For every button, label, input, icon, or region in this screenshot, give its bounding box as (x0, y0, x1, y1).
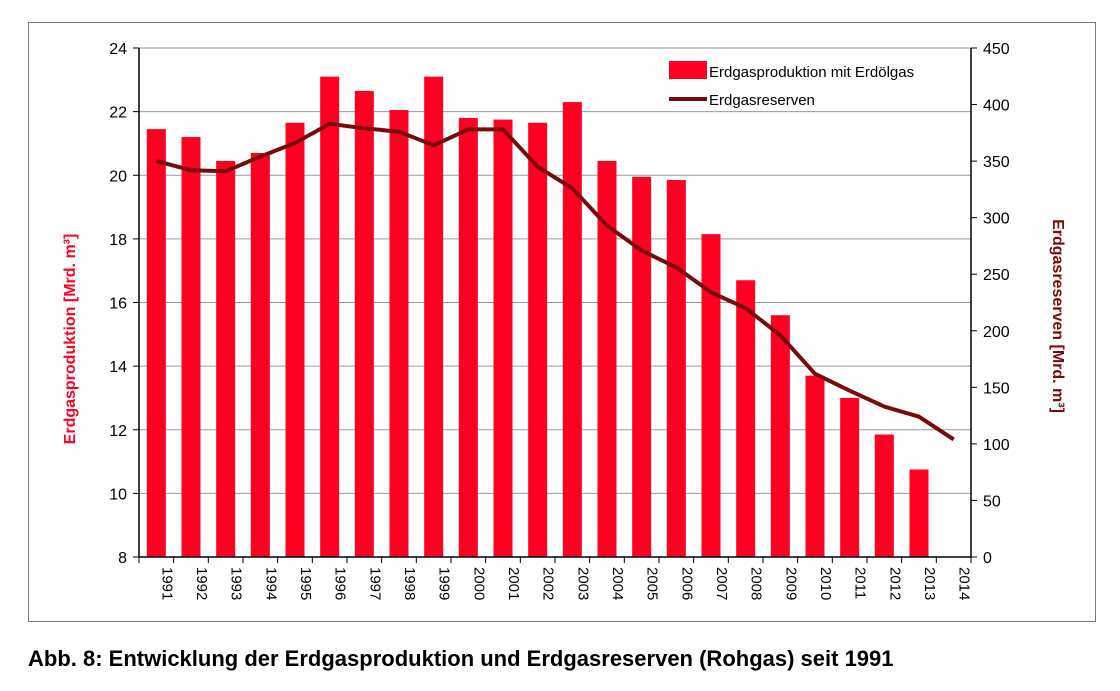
right-tick-label: 400 (983, 98, 1010, 115)
bar (320, 76, 340, 557)
right-tick-label: 450 (983, 41, 1010, 58)
x-tick-label: 1993 (228, 567, 245, 600)
x-tick-label: 2013 (921, 567, 938, 600)
x-tick-label: 2001 (505, 567, 522, 600)
right-tick-label: 250 (983, 267, 1010, 284)
chart-frame: 8 10 12 14 16 18 20 22 24 0 50 100 150 200 250 300 350 4… (28, 22, 1096, 622)
line-series (155, 121, 955, 442)
x-tick-label: 2007 (713, 567, 730, 600)
bar-series (146, 76, 929, 558)
right-tick-label: 150 (983, 380, 1010, 397)
left-tick-label: 8 (118, 550, 127, 567)
bar (805, 375, 825, 557)
bar (354, 90, 374, 558)
right-tick-label: 50 (983, 493, 1001, 510)
left-tick-label: 10 (109, 486, 127, 503)
reserves-line (155, 121, 955, 442)
bar (701, 234, 721, 557)
bar (250, 152, 270, 557)
bar (770, 315, 790, 557)
left-tick-label: 18 (109, 232, 127, 249)
x-tick-label: 1992 (193, 567, 210, 600)
right-axis-ticks: 0 50 100 150 200 250 300 350 400 450 (971, 41, 1010, 567)
left-tick-label: 14 (109, 359, 127, 376)
x-tick-label: 2012 (886, 567, 903, 600)
x-tick-label: 1995 (297, 567, 314, 600)
bar (562, 102, 582, 558)
x-tick-label: 1999 (436, 567, 453, 600)
y2-axis-label: Erdgasreserven [Mrd. m³] (1049, 219, 1066, 413)
x-tick-label: 2002 (540, 567, 557, 600)
bar (458, 117, 478, 558)
legend-label-bars: Erdgasproduktion mit Erdölgas (709, 64, 914, 81)
left-tick-label: 22 (109, 105, 127, 122)
right-tick-label: 100 (983, 437, 1010, 454)
right-tick-label: 200 (983, 324, 1010, 341)
x-tick-label: 2014 (956, 567, 973, 600)
x-tick-label: 1998 (401, 567, 418, 600)
bar (493, 119, 513, 557)
bar (146, 129, 166, 557)
y-axis-label: Erdgasproduktion [Mrd. m³] (62, 234, 79, 445)
bar (285, 122, 305, 558)
bar (632, 176, 652, 557)
bar (181, 137, 201, 557)
x-tick-label: 1991 (158, 567, 175, 600)
right-tick-label: 300 (983, 211, 1010, 228)
legend-swatch-bars (669, 61, 707, 79)
x-axis-ticks: 1991 1992 1993 1994 1995 1996 1997 1998 1999 2000… (138, 557, 973, 600)
x-tick-label: 2008 (748, 567, 765, 600)
legend: Erdgasproduktion mit Erdölgas Erdgasrese… (669, 61, 914, 109)
chart: 8 10 12 14 16 18 20 22 24 0 50 100 150 200 250 300 350 4… (62, 41, 1066, 600)
bar (736, 280, 756, 557)
bar (840, 397, 860, 557)
bar (909, 469, 929, 557)
left-tick-label: 16 (109, 296, 127, 313)
x-tick-label: 1994 (262, 567, 279, 600)
left-tick-label: 24 (109, 41, 127, 58)
figure-caption: Abb. 8: Entwicklung der Erdgasproduktion… (28, 646, 894, 671)
x-tick-label: 2004 (609, 567, 626, 600)
x-tick-label: 2009 (782, 567, 799, 600)
x-tick-label: 2006 (678, 567, 695, 600)
x-tick-label: 2003 (574, 567, 591, 600)
bar (528, 122, 548, 558)
x-tick-label: 2005 (644, 567, 661, 600)
bar (389, 110, 409, 558)
bar (216, 160, 236, 557)
left-tick-label: 12 (109, 423, 127, 440)
x-tick-label: 1997 (366, 567, 383, 600)
bar (874, 434, 894, 557)
left-axis-ticks: 8 10 12 14 16 18 20 22 24 (109, 41, 139, 567)
legend-label-line: Erdgasreserven (709, 92, 815, 109)
right-tick-label: 0 (983, 550, 992, 567)
bar (666, 180, 686, 557)
bar (424, 76, 444, 557)
x-tick-label: 2010 (817, 567, 834, 600)
right-tick-label: 350 (983, 154, 1010, 171)
bar (597, 160, 617, 557)
left-tick-label: 20 (109, 168, 127, 185)
x-tick-label: 1996 (332, 567, 349, 600)
x-tick-label: 2000 (470, 567, 487, 600)
x-tick-label: 2011 (852, 567, 869, 599)
